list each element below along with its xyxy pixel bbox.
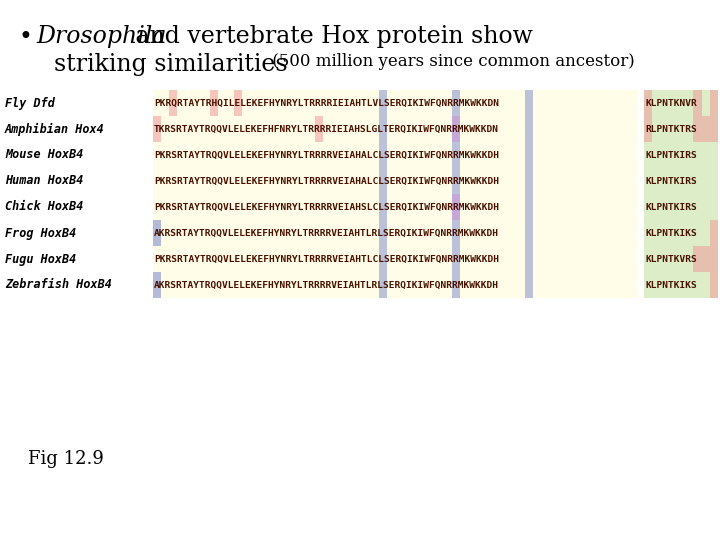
Bar — [379, 168, 387, 194]
Bar — [452, 168, 460, 194]
Text: •: • — [18, 25, 32, 49]
Bar — [153, 220, 638, 246]
Text: KLPNTKIKS: KLPNTKIKS — [645, 228, 697, 238]
Bar — [452, 116, 460, 142]
Text: PKRSRTAYTRQQVLELEKEFHYNRYLTRRRRVEIAHALCLSERQIKIWFQNRRMKWKKDH: PKRSRTAYTRQQVLELEKEFHYNRYLTRRRRVEIAHALCL… — [154, 177, 499, 186]
Bar — [644, 220, 718, 246]
Bar — [525, 142, 533, 168]
Text: RLPNTKTRS: RLPNTKTRS — [645, 125, 697, 133]
Bar — [452, 194, 460, 220]
Text: PKRQRTAYTRHQILELEKEFHYNRYLTRRRRIEIAHTLVLSERQIKIWFQNRRMKWKKDN: PKRQRTAYTRHQILELEKEFHYNRYLTRRRRIEIAHTLVL… — [154, 98, 499, 107]
Bar — [315, 116, 323, 142]
Bar — [452, 116, 460, 142]
Text: Fig 12.9: Fig 12.9 — [28, 450, 104, 468]
Bar — [379, 246, 387, 272]
Text: (500 million years since common ancestor): (500 million years since common ancestor… — [267, 53, 635, 70]
Bar — [379, 142, 387, 168]
Text: Human HoxB4: Human HoxB4 — [5, 174, 84, 187]
Bar — [710, 116, 718, 142]
Bar — [525, 168, 533, 194]
Bar — [452, 220, 460, 246]
Bar — [153, 272, 161, 298]
Text: PKRSRTAYTRQQVLELEKEFHYNRYLTRRRRVEIAHTLCLSERQIKIWFQNRRMKWKKDH: PKRSRTAYTRQQVLELEKEFHYNRYLTRRRRVEIAHTLCL… — [154, 254, 499, 264]
Bar — [710, 90, 718, 116]
Bar — [153, 168, 638, 194]
Bar — [153, 194, 638, 220]
Bar — [644, 90, 652, 116]
Bar — [644, 116, 652, 142]
Text: AKRSRTAYTRQQVLELEKEFHYNRYLTRRRRVEIAHTLRLSERQIKIWFQNRRMKWKKDH: AKRSRTAYTRQQVLELEKEFHYNRYLTRRRRVEIAHTLRL… — [154, 280, 499, 289]
Bar — [234, 90, 242, 116]
Bar — [525, 272, 533, 298]
Text: KLPNTKIRS: KLPNTKIRS — [645, 151, 697, 159]
Bar — [379, 194, 387, 220]
Bar — [693, 90, 701, 116]
Bar — [710, 246, 718, 272]
Bar — [379, 272, 387, 298]
Text: KLPNTKVRS: KLPNTKVRS — [645, 254, 697, 264]
Bar — [693, 116, 701, 142]
Bar — [452, 90, 460, 116]
Bar — [701, 116, 710, 142]
Bar — [644, 272, 718, 298]
Bar — [379, 90, 387, 116]
Bar — [153, 220, 161, 246]
Bar — [644, 246, 718, 272]
Text: Chick HoxB4: Chick HoxB4 — [5, 200, 84, 213]
Text: KLPNTKIKS: KLPNTKIKS — [645, 280, 697, 289]
Bar — [452, 142, 460, 168]
Text: Zebrafish HoxB4: Zebrafish HoxB4 — [5, 279, 112, 292]
Bar — [693, 246, 701, 272]
Bar — [379, 220, 387, 246]
Bar — [210, 90, 217, 116]
Text: KLPNTKIRS: KLPNTKIRS — [645, 202, 697, 212]
Bar — [153, 142, 638, 168]
Text: Frog HoxB4: Frog HoxB4 — [5, 226, 76, 240]
Bar — [452, 272, 460, 298]
Text: PKRSRTAYTRQQVLELEKEFHYNRYLTRRRRVEIAHALCLSERQIKIWFQNRRMKWKKDH: PKRSRTAYTRQQVLELEKEFHYNRYLTRRRRVEIAHALCL… — [154, 151, 499, 159]
Text: Drosophila: Drosophila — [36, 25, 166, 48]
Bar — [525, 220, 533, 246]
Bar — [525, 90, 533, 116]
Bar — [644, 116, 718, 142]
Bar — [710, 272, 718, 298]
Bar — [644, 168, 718, 194]
Text: striking similarities: striking similarities — [54, 53, 287, 76]
Text: Fugu HoxB4: Fugu HoxB4 — [5, 253, 76, 266]
Bar — [153, 90, 638, 116]
Text: KLPNTKNVR: KLPNTKNVR — [645, 98, 697, 107]
Bar — [153, 272, 638, 298]
Text: Mouse HoxB4: Mouse HoxB4 — [5, 148, 84, 161]
Bar — [153, 246, 638, 272]
Bar — [525, 116, 533, 142]
Text: and vertebrate Hox protein show: and vertebrate Hox protein show — [128, 25, 533, 48]
Bar — [452, 246, 460, 272]
Bar — [153, 116, 638, 142]
Text: Fly Dfd: Fly Dfd — [5, 97, 55, 110]
Bar — [525, 194, 533, 220]
Text: AKRSRTAYTRQQVLELEKEFHYNRYLTRRRRVEIAHTLRLSERQIKIWFQNRRMKWKKDH: AKRSRTAYTRQQVLELEKEFHYNRYLTRRRRVEIAHTLRL… — [154, 228, 499, 238]
Text: PKRSRTAYTRQQVLELEKEFHYNRYLTRRRRVEIAHSLCLSERQIKIWFQNRRMKWKKDH: PKRSRTAYTRQQVLELEKEFHYNRYLTRRRRVEIAHSLCL… — [154, 202, 499, 212]
Bar — [710, 220, 718, 246]
Text: TKRSRTAYTRQQVLELEKEFHFNRYLTRRRRIEIAHSLGLTERQIKIWFQNRRMKWKKDN: TKRSRTAYTRQQVLELEKEFHFNRYLTRRRRIEIAHSLGL… — [154, 125, 499, 133]
Bar — [169, 90, 177, 116]
Bar — [153, 116, 161, 142]
Bar — [701, 246, 710, 272]
Bar — [379, 116, 387, 142]
Bar — [644, 90, 718, 116]
Text: KLPNTKIRS: KLPNTKIRS — [645, 177, 697, 186]
Text: Amphibian Hox4: Amphibian Hox4 — [5, 123, 104, 136]
Bar — [525, 246, 533, 272]
Bar — [644, 142, 718, 168]
Bar — [452, 194, 460, 220]
Bar — [644, 194, 718, 220]
